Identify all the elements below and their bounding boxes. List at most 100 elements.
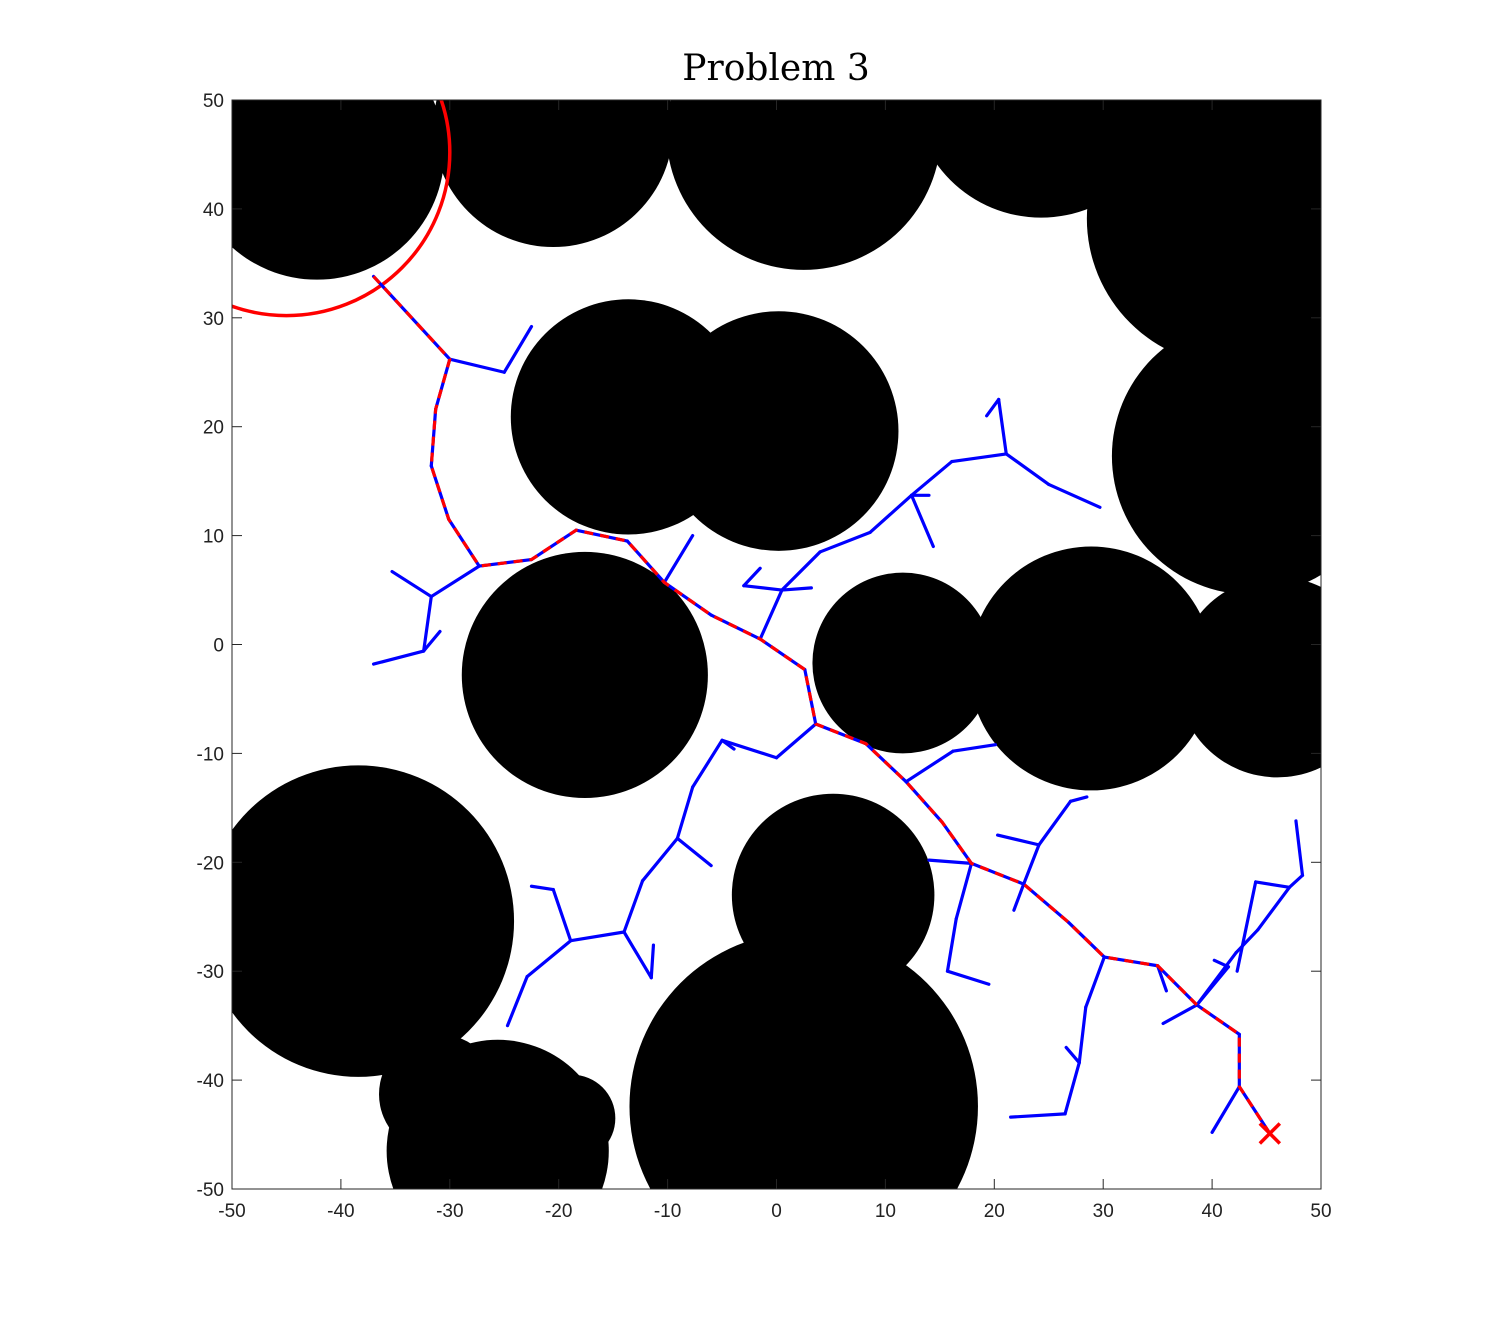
obstacle-circle xyxy=(232,765,515,1077)
axes: -50 -40 -30 -20 -10 0 10 20 30 40 50 -50 -40 -30 -20 -1… xyxy=(197,91,1332,1222)
tree-edge xyxy=(818,530,872,554)
tree-edge xyxy=(1084,955,1106,1009)
x-tick-label: 0 xyxy=(771,1201,782,1222)
tree-edge xyxy=(422,594,433,653)
tree-edge xyxy=(995,833,1041,847)
tree-edge xyxy=(868,493,914,534)
x-tick-label: 40 xyxy=(1202,1201,1223,1222)
x-tick-label: 20 xyxy=(984,1201,1005,1222)
obstacle-circle xyxy=(969,546,1214,791)
obstacle-circle xyxy=(666,100,941,270)
obstacle-circle xyxy=(812,572,994,754)
y-tick-label: -40 xyxy=(197,1071,224,1092)
tree-edge xyxy=(525,939,573,979)
tree-edge xyxy=(945,969,991,986)
tree-edge xyxy=(985,397,1001,418)
tree-edge xyxy=(909,459,954,497)
tree-edge xyxy=(1012,882,1026,912)
tree-edge xyxy=(780,586,813,592)
tree-edge xyxy=(640,836,680,883)
x-tick-label: -10 xyxy=(654,1201,681,1222)
obstacle-circle xyxy=(1086,100,1321,366)
x-tick-label: 10 xyxy=(875,1201,896,1222)
tree-edge xyxy=(1068,795,1089,803)
tree-edge xyxy=(1161,1003,1199,1026)
tree-edge xyxy=(1294,819,1305,877)
tree-edge xyxy=(997,397,1008,456)
tree-edge xyxy=(1156,964,1168,993)
x-tick-label: -40 xyxy=(327,1201,354,1222)
obstacle-circle xyxy=(1177,577,1321,778)
tree-edge xyxy=(742,566,762,588)
solution-path xyxy=(372,275,1272,1135)
tree-edge xyxy=(909,493,935,549)
tree-edge xyxy=(1256,885,1292,932)
y-tick-label: 30 xyxy=(203,309,224,330)
tree-edge xyxy=(927,858,974,865)
start-marker-stroke xyxy=(1258,1122,1282,1145)
tree-edge xyxy=(758,588,784,641)
tree-edge xyxy=(1009,1112,1067,1119)
tree-edge xyxy=(551,887,573,943)
obstacle-circle xyxy=(528,1074,616,1162)
tree-edge xyxy=(1004,452,1051,487)
y-tick-label: 0 xyxy=(213,636,224,657)
tree-edge xyxy=(502,324,534,374)
tree-edge xyxy=(429,564,481,599)
chart-title: Problem 3 xyxy=(682,48,869,89)
obstacles-layer xyxy=(232,100,1321,1189)
x-tick-label: -30 xyxy=(436,1201,463,1222)
tree-edge xyxy=(1047,482,1102,509)
tree-edge xyxy=(434,357,452,411)
tree-edge xyxy=(1287,873,1305,889)
tree-edge xyxy=(675,836,713,868)
x-tick-label: 50 xyxy=(1310,1201,1331,1222)
tree-edge xyxy=(622,930,653,980)
obstacle-circle xyxy=(629,932,978,1189)
tree-edge xyxy=(1195,951,1238,1007)
tree-edge xyxy=(390,569,433,599)
y-tick-label: 40 xyxy=(203,200,224,221)
tree-edge xyxy=(529,528,578,562)
tree-edge xyxy=(954,861,974,921)
tree-edge xyxy=(422,629,442,653)
tree-edge xyxy=(622,879,645,934)
tree-edge xyxy=(649,943,656,980)
tree-edge xyxy=(945,917,958,973)
tree-edge xyxy=(691,738,724,789)
y-tick-label: -50 xyxy=(197,1180,224,1201)
x-tick-label: -20 xyxy=(545,1201,572,1222)
tree-edge xyxy=(675,785,695,840)
tree-edge xyxy=(780,550,822,592)
tree-edge xyxy=(505,975,529,1028)
obstacle-circle xyxy=(433,100,674,247)
tree-edge xyxy=(569,930,626,943)
goal-region-circle xyxy=(232,100,452,318)
tree-edge xyxy=(371,649,426,666)
tree-edge xyxy=(1037,799,1073,847)
x-tick-label: 30 xyxy=(1093,1201,1114,1222)
tree-edge xyxy=(1237,1085,1272,1136)
obstacle-circle xyxy=(658,311,899,551)
marker-layer xyxy=(1258,1122,1282,1145)
tree-edge xyxy=(1077,1005,1088,1065)
tree-edge xyxy=(1210,1085,1241,1134)
tree-edge xyxy=(1254,880,1292,889)
x-tick-label: -50 xyxy=(218,1201,245,1222)
goal-region-layer xyxy=(232,100,452,318)
tree-edge xyxy=(950,452,1008,464)
tree-edge xyxy=(720,738,736,751)
y-tick-label: -30 xyxy=(197,962,224,983)
tree-edge xyxy=(1156,964,1199,1007)
obstacle-circle xyxy=(1111,317,1321,595)
obstacle-circle xyxy=(461,551,708,799)
obstacle-circle xyxy=(379,1034,499,1155)
tree-edge xyxy=(529,884,555,892)
y-tick-label: -20 xyxy=(197,853,224,874)
tree-edge xyxy=(448,357,506,374)
tree-edge xyxy=(662,533,695,585)
tree-edge xyxy=(951,743,997,753)
tree-edge xyxy=(720,738,779,760)
tree-edge xyxy=(940,820,974,865)
